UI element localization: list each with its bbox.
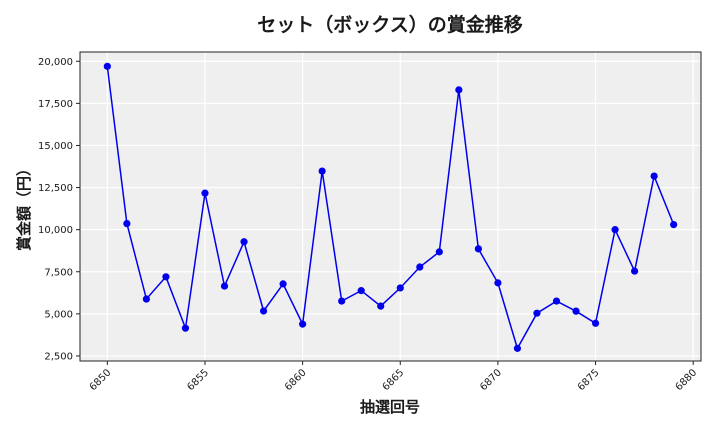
data-point-marker xyxy=(572,307,580,315)
data-point-marker xyxy=(494,279,502,287)
data-point-marker xyxy=(279,280,287,288)
data-point-marker xyxy=(103,62,111,70)
data-point-marker xyxy=(552,297,561,305)
y-tick-label: 10,000 xyxy=(38,225,73,236)
x-tick-label: 6850 xyxy=(88,367,114,393)
y-axis-ticks: 2,500 5,000 7,500 10,000 12,500 15,000 17,500 2… xyxy=(38,57,80,362)
data-point-marker xyxy=(631,267,639,275)
y-tick-label: 20,000 xyxy=(38,57,73,68)
x-tick-label: 6865 xyxy=(381,367,407,393)
plot-area xyxy=(80,52,701,361)
data-point-marker xyxy=(162,273,170,281)
x-tick-label: 6855 xyxy=(185,367,211,393)
data-point-marker xyxy=(474,245,482,253)
x-axis-label: 抽選回号 xyxy=(360,398,420,416)
series-line xyxy=(106,66,675,351)
data-point-marker xyxy=(396,284,404,292)
plot-frame xyxy=(79,51,702,362)
data-point-marker xyxy=(533,309,541,317)
data-point-marker xyxy=(377,302,385,310)
data-point-marker xyxy=(201,189,209,197)
data-point-marker xyxy=(220,282,229,290)
data-series xyxy=(103,62,678,352)
data-point-marker xyxy=(338,297,346,305)
data-point-marker xyxy=(318,167,326,175)
data-point-marker xyxy=(240,238,248,246)
y-tick-label: 17,500 xyxy=(38,99,73,110)
y-tick-label: 5,000 xyxy=(44,309,73,320)
x-axis-ticks: 6850 6855 6860 6865 6870 6875 6880 xyxy=(88,361,700,393)
data-point-marker xyxy=(455,86,463,94)
y-tick-label: 12,500 xyxy=(38,183,73,194)
x-tick-label: 6875 xyxy=(576,367,602,393)
data-point-marker xyxy=(670,221,678,229)
gridlines xyxy=(80,52,701,361)
data-point-marker xyxy=(416,263,424,271)
y-tick-label: 2,500 xyxy=(44,351,73,362)
x-tick-label: 6860 xyxy=(283,367,309,393)
y-axis-label: 賞金額（円） xyxy=(15,161,33,251)
chart-title: セット（ボックス）の賞金推移 xyxy=(257,13,522,36)
data-point-marker xyxy=(259,307,268,315)
x-tick-label: 6880 xyxy=(674,367,700,393)
data-point-marker xyxy=(435,248,443,256)
data-point-marker xyxy=(650,172,658,180)
data-point-marker xyxy=(142,295,150,303)
y-tick-label: 7,500 xyxy=(44,267,73,278)
y-tick-label: 15,000 xyxy=(38,141,73,152)
data-point-marker xyxy=(123,219,131,228)
data-point-marker xyxy=(357,287,365,295)
data-point-marker xyxy=(611,226,619,234)
data-point-marker xyxy=(181,324,190,332)
data-point-marker xyxy=(299,320,307,328)
data-point-marker xyxy=(591,319,600,327)
data-point-marker xyxy=(513,344,522,352)
x-tick-label: 6870 xyxy=(478,367,504,393)
